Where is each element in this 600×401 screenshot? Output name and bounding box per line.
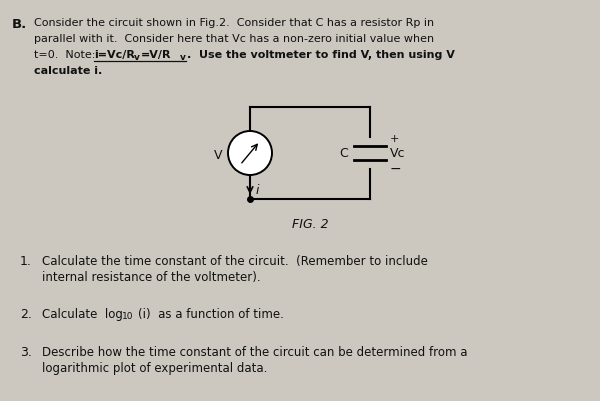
Text: i: i <box>256 184 260 197</box>
Text: Vc: Vc <box>390 147 406 160</box>
Text: Describe how the time constant of the circuit can be determined from a: Describe how the time constant of the ci… <box>42 345 467 358</box>
Text: calculate i.: calculate i. <box>34 66 102 76</box>
Text: +: + <box>390 134 400 144</box>
Text: .  Use the voltmeter to find V, then using V: . Use the voltmeter to find V, then usin… <box>187 50 455 60</box>
Text: V: V <box>214 149 222 162</box>
Text: Calculate  log: Calculate log <box>42 307 123 320</box>
Text: (i)  as a function of time.: (i) as a function of time. <box>138 307 284 320</box>
Text: =V/R: =V/R <box>141 50 172 60</box>
Text: t=0.  Note:: t=0. Note: <box>34 50 99 60</box>
Text: Calculate the time constant of the circuit.  (Remember to include: Calculate the time constant of the circu… <box>42 254 428 267</box>
Text: Consider the circuit shown in Fig.2.  Consider that C has a resistor Rp in: Consider the circuit shown in Fig.2. Con… <box>34 18 434 28</box>
Text: FIG. 2: FIG. 2 <box>292 217 328 231</box>
Text: B.: B. <box>12 18 27 31</box>
Text: logarithmic plot of experimental data.: logarithmic plot of experimental data. <box>42 361 268 374</box>
Text: parallel with it.  Consider here that Vc has a non-zero initial value when: parallel with it. Consider here that Vc … <box>34 34 434 44</box>
Text: 2.: 2. <box>20 307 32 320</box>
Text: i=Vc/R: i=Vc/R <box>94 50 135 60</box>
Text: C: C <box>339 147 348 160</box>
Text: v: v <box>134 53 140 62</box>
Text: 10: 10 <box>122 311 133 320</box>
Text: v: v <box>180 53 186 62</box>
Text: −: − <box>390 162 401 176</box>
Text: 3.: 3. <box>20 345 32 358</box>
Text: internal resistance of the voltmeter).: internal resistance of the voltmeter). <box>42 270 260 283</box>
Circle shape <box>228 132 272 176</box>
Text: 1.: 1. <box>20 254 32 267</box>
